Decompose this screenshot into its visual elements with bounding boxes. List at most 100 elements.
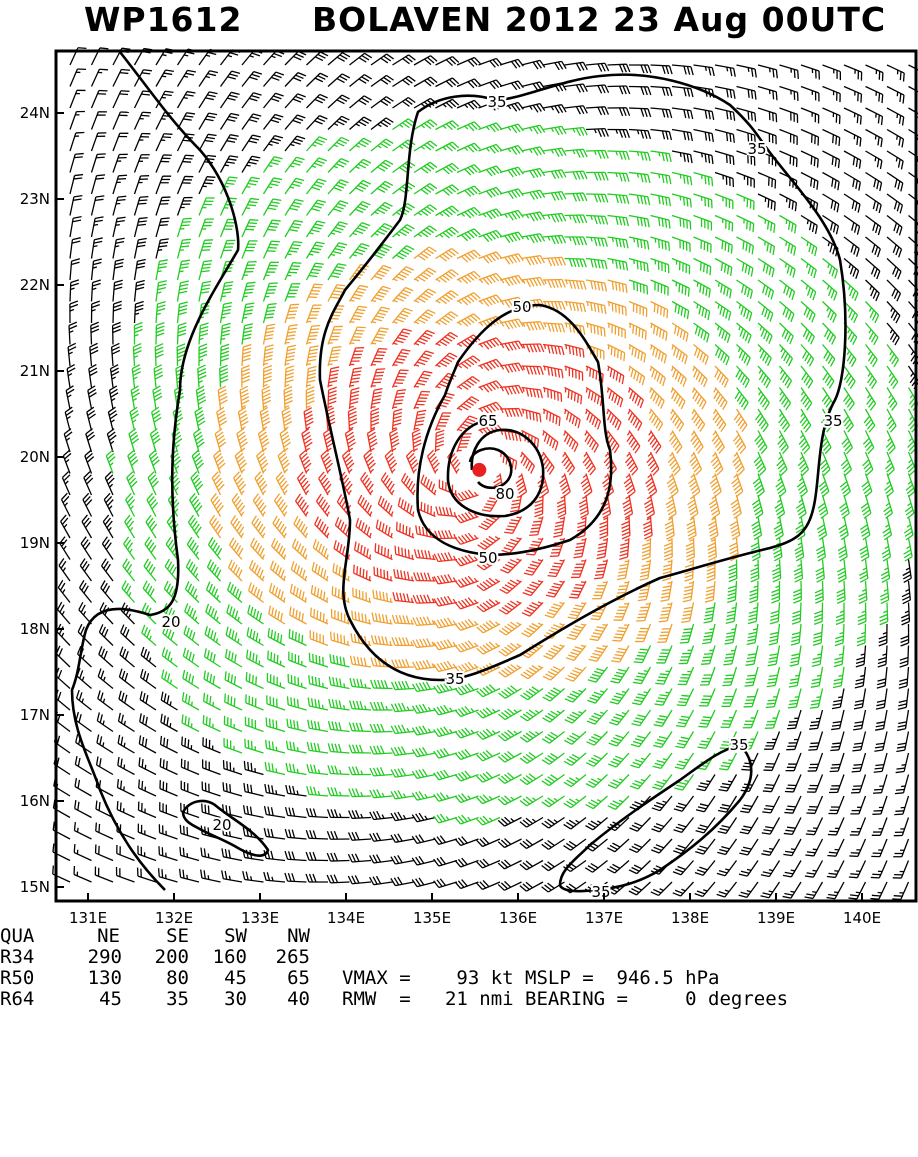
wind-barb <box>306 387 314 409</box>
wind-barb <box>758 87 777 101</box>
wind-barb <box>795 538 804 561</box>
wind-barb <box>732 474 743 497</box>
wind-barb <box>900 646 909 668</box>
wind-barb <box>57 624 70 646</box>
wind-barb <box>113 91 129 108</box>
wind-barb <box>329 677 349 689</box>
wind-barb <box>285 73 306 87</box>
wind-barb <box>627 431 640 454</box>
wind-barb <box>272 538 286 559</box>
wind-barb <box>607 409 621 430</box>
wind-barb <box>651 87 672 97</box>
wind-barb <box>135 133 151 151</box>
wind-barb <box>775 495 785 518</box>
wind-barb <box>874 753 887 772</box>
wind-barb <box>70 301 78 323</box>
wind-barb <box>477 685 500 697</box>
wind-barb <box>412 769 435 778</box>
wind-barb <box>498 796 521 805</box>
wind-barb <box>789 667 801 687</box>
wind-barb <box>907 452 916 475</box>
wind-barb <box>842 431 852 454</box>
wind-barb <box>414 162 437 173</box>
wind-barb <box>113 69 130 86</box>
wind-barb <box>371 408 379 430</box>
wind-barb <box>196 386 205 409</box>
wind-barb <box>543 388 562 402</box>
wind-barb <box>715 151 734 165</box>
wind-barb <box>565 193 587 201</box>
wind-barb <box>145 537 156 560</box>
wind-barb <box>872 796 887 814</box>
wind-barb <box>886 431 895 454</box>
wind-barb <box>850 796 865 814</box>
wind-barb <box>328 809 350 817</box>
wind-barb <box>586 796 608 809</box>
wind-barb <box>758 108 777 122</box>
wind-barb <box>391 768 414 777</box>
wind-barb <box>835 624 844 646</box>
wind-barb <box>434 639 457 649</box>
wind-barb <box>328 180 349 194</box>
wind-barb <box>264 324 276 344</box>
wind-barb <box>564 796 586 808</box>
stats-panel: QUA NE SE SW NW R34 290 200 160 265 R50 … <box>0 926 918 1014</box>
wind-barb <box>903 560 911 583</box>
wind-barb <box>455 728 478 738</box>
wind-barb <box>350 306 368 323</box>
wind-barb <box>520 774 543 785</box>
wind-barb <box>709 495 719 518</box>
wind-barb <box>586 63 609 71</box>
wind-barb <box>371 54 394 65</box>
wind-barb <box>328 326 343 344</box>
wind-barb <box>178 260 190 280</box>
x-tick-label: 131E <box>69 909 107 926</box>
wind-barb <box>178 281 189 301</box>
wind-barb <box>327 831 349 839</box>
wind-barb <box>887 87 904 104</box>
wind-barb <box>654 710 672 726</box>
wind-barb <box>221 135 239 151</box>
wind-barb <box>309 653 328 667</box>
wind-barb <box>629 388 644 408</box>
wind-barb <box>84 472 93 495</box>
wind-barb <box>737 323 752 343</box>
wind-barb <box>373 590 393 603</box>
wind-barb <box>194 429 205 452</box>
wind-barb <box>199 344 207 366</box>
wind-barb <box>586 237 607 247</box>
wind-barb <box>156 134 172 151</box>
wind-barb <box>724 624 736 644</box>
wind-barb <box>242 114 261 130</box>
wind-barb <box>226 627 242 646</box>
wind-barb <box>414 351 434 366</box>
wind-barb <box>378 496 393 517</box>
wind-barb <box>730 517 740 540</box>
wind-barb <box>245 717 263 732</box>
wind-barb <box>896 753 909 773</box>
wind-barb <box>70 69 86 86</box>
wind-barb <box>202 781 220 796</box>
wind-barb <box>564 431 578 452</box>
wind-barb <box>83 493 92 516</box>
wind-barb <box>156 91 173 108</box>
wind-barb <box>758 323 772 344</box>
wind-barb <box>264 304 277 323</box>
wind-barb <box>608 216 629 227</box>
wind-barb <box>118 779 135 796</box>
wind-barb <box>758 259 774 278</box>
wind-barb <box>522 169 545 178</box>
wind-barb <box>457 397 479 410</box>
wind-barb <box>434 574 457 584</box>
wind-barb <box>499 601 521 614</box>
wind-barb <box>608 345 625 362</box>
wind-barb <box>866 345 878 367</box>
wind-barb <box>859 581 867 604</box>
wind-barb <box>522 212 545 221</box>
wind-barb <box>608 108 630 116</box>
wind-barb <box>656 646 672 664</box>
wind-barb <box>74 844 91 860</box>
wind-barb <box>96 845 113 861</box>
wind-barb <box>203 737 221 753</box>
wind-barb <box>414 392 430 409</box>
